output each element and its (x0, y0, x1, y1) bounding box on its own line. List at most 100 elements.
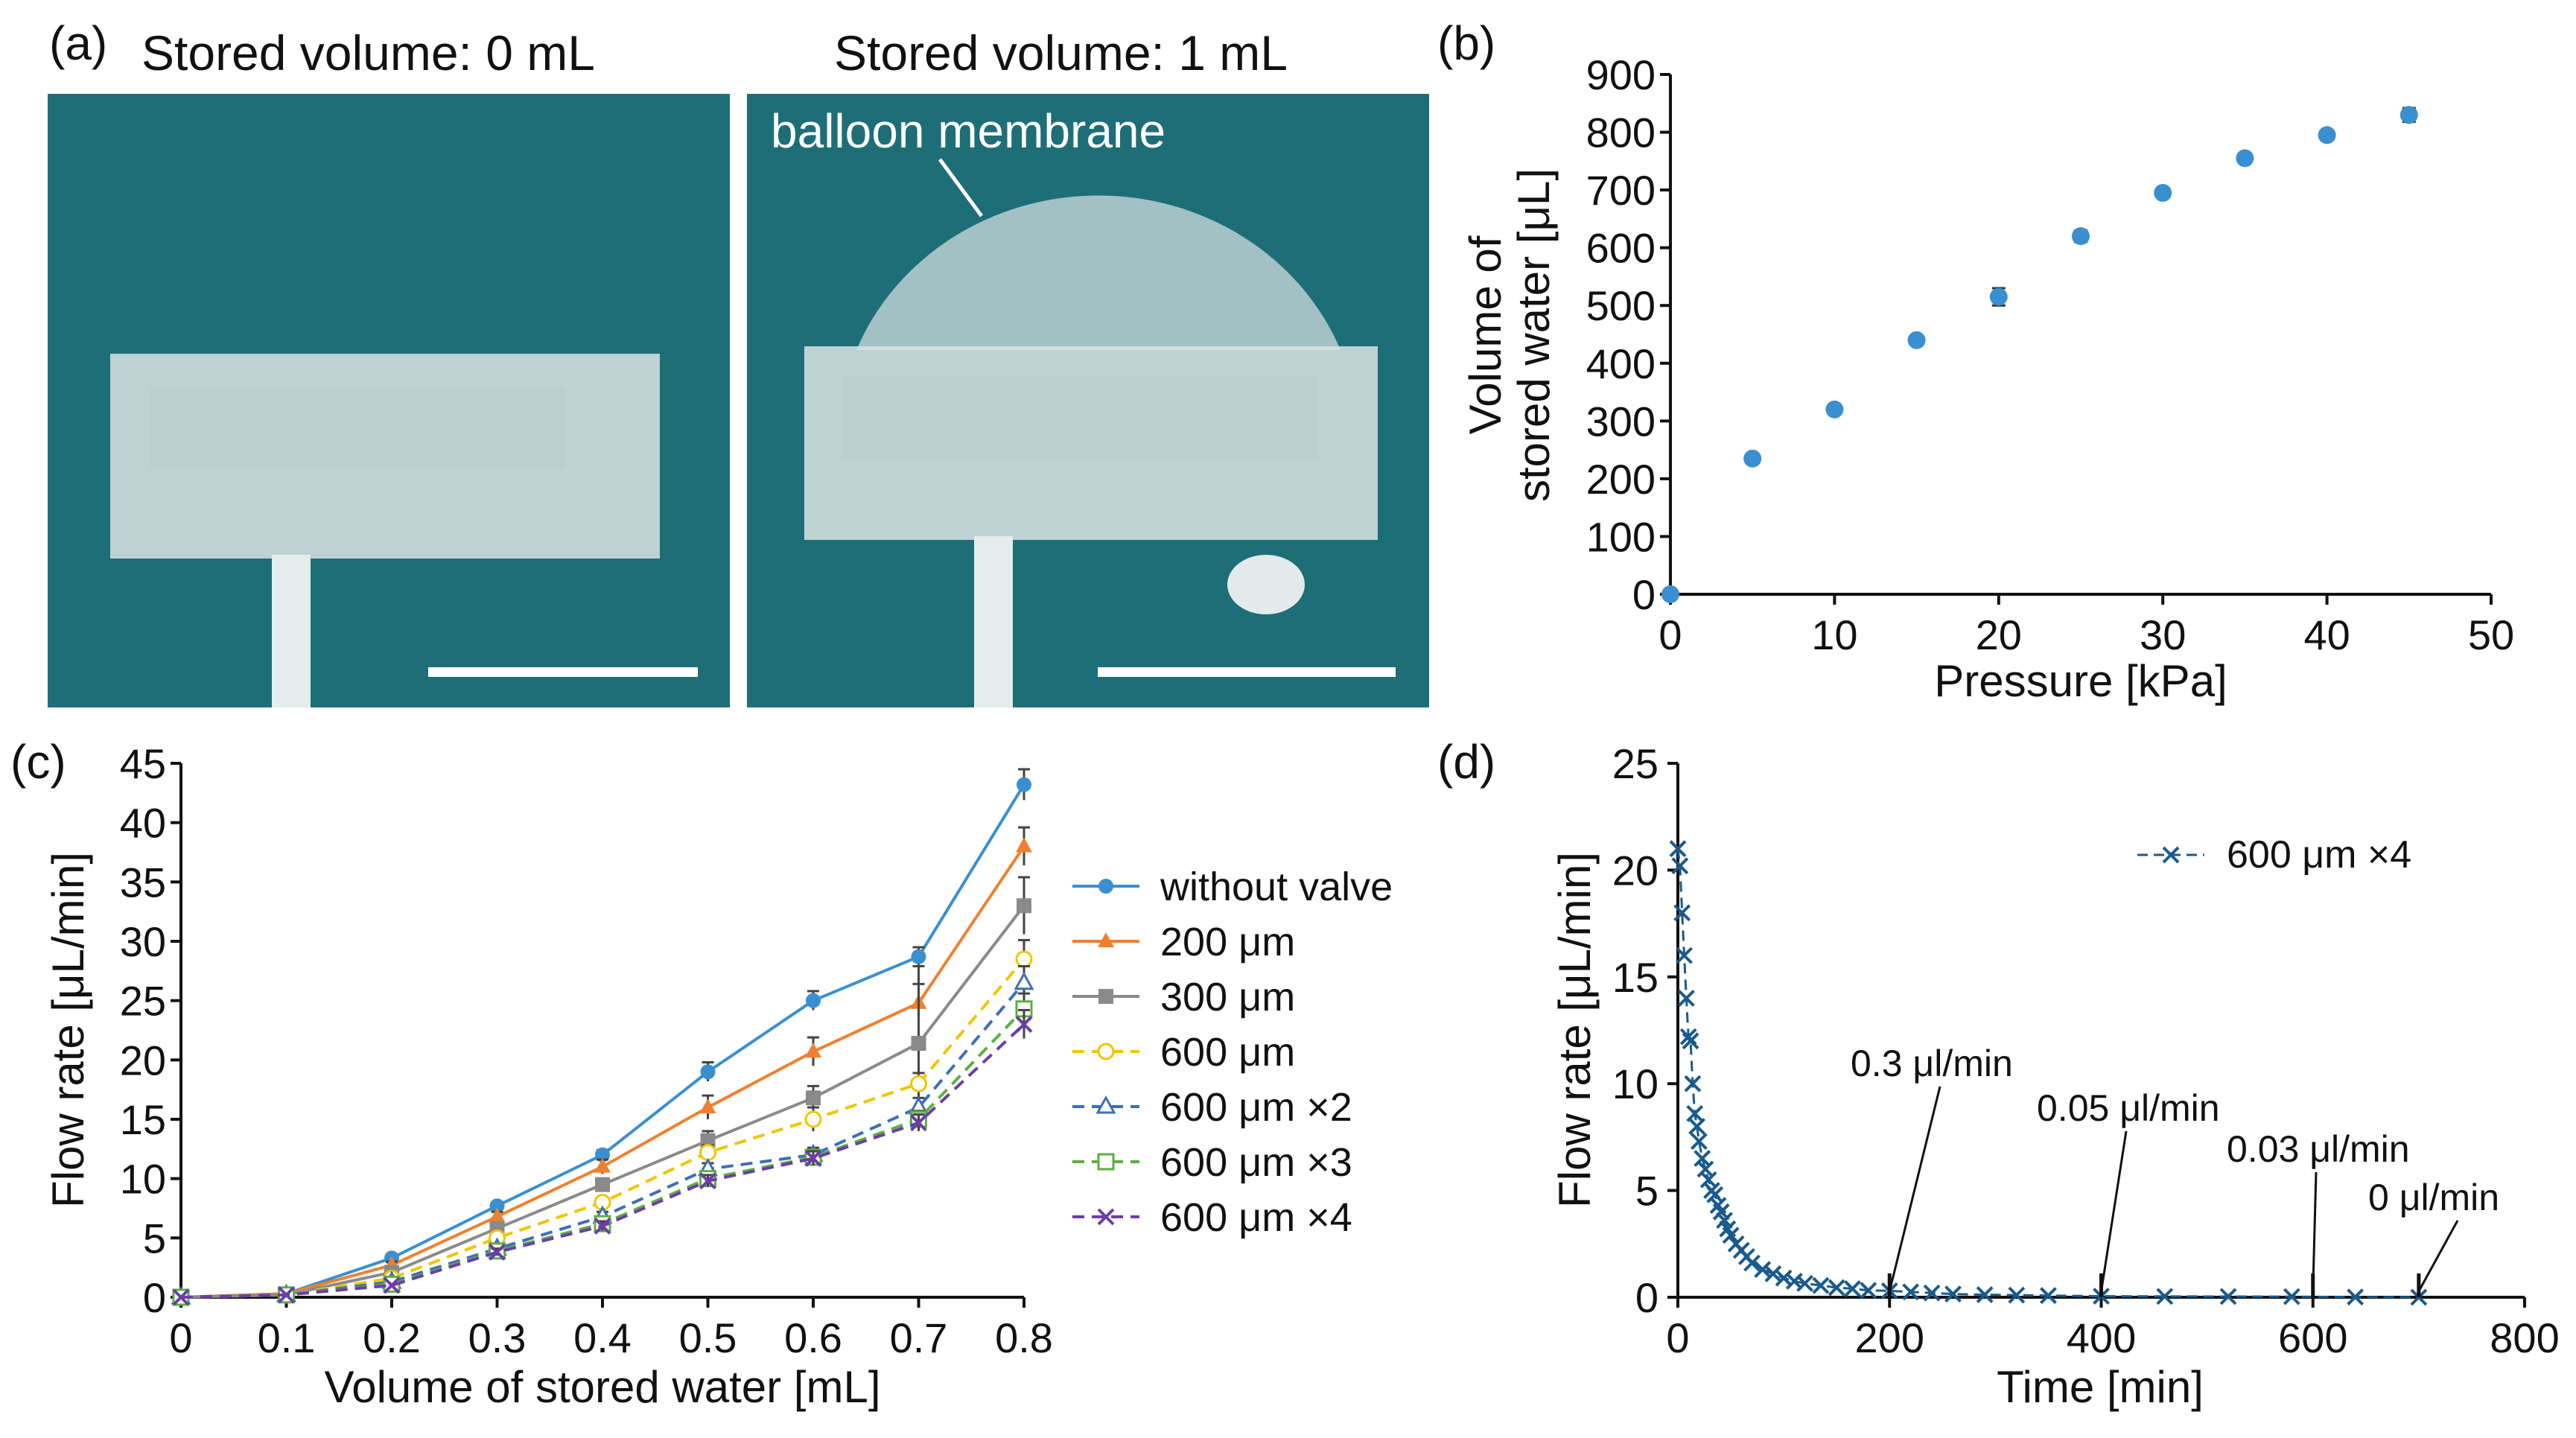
data-point (2154, 183, 2172, 202)
data-point (2219, 1288, 2237, 1305)
panel-d-y-tick-label: 0 (1635, 1274, 1659, 1321)
panel-b-x-tick-label: 20 (1976, 611, 2022, 658)
data-point (489, 1207, 506, 1223)
data-point (1989, 287, 2008, 306)
tube-left (272, 555, 311, 707)
data-point (1743, 449, 1762, 468)
series-line (180, 982, 1025, 1299)
data-point (1017, 777, 1031, 792)
legend-swatch-marker (1098, 989, 1113, 1004)
data-point (1976, 1286, 1994, 1303)
legend-swatch-marker (1095, 1095, 1116, 1114)
annotation-0-3: 0.3 μl/min (1851, 1043, 2013, 1297)
data-point (1696, 1160, 1714, 1178)
panel-d-y-tick-label: 5 (1635, 1168, 1659, 1215)
panel-b-y-axis-title-line1: Volume of (1460, 235, 1510, 434)
panel-a-left-title: Stored volume: 0 mL (141, 25, 595, 80)
legend-item-300um: 300 μm (1072, 975, 1295, 1019)
panel-d-x-tick-label: 800 (2490, 1314, 2559, 1361)
panel-d-y-tick-label: 15 (1612, 954, 1659, 1001)
data-point (1923, 1284, 1941, 1302)
panel-c-y-tick-label: 30 (120, 918, 166, 965)
data-point (806, 1090, 821, 1106)
data-point (1706, 1186, 1724, 1203)
device-empty-channel (149, 387, 566, 469)
data-point (2072, 227, 2090, 246)
data-point (594, 1157, 611, 1173)
legend-label: 200 μm (1160, 920, 1295, 964)
data-point (1014, 971, 1034, 990)
series-600um-x4 (172, 1008, 1033, 1306)
legend-label: 600 μm ×3 (1160, 1140, 1352, 1185)
data-point (911, 1036, 926, 1052)
legend-swatch-marker (1097, 1153, 1115, 1171)
legend-swatch-marker (1098, 879, 1113, 894)
data-point (1812, 1276, 1830, 1294)
data-point (1015, 1016, 1033, 1033)
data-point (1679, 1028, 1697, 1046)
scale-bar-right (1098, 667, 1396, 677)
panel-b-x-tick-label: 40 (2303, 611, 2350, 658)
panel-d: (d) 0 5 10 15 20 25 0 200 400 600 800 0.… (1437, 735, 2560, 1412)
panel-c-y-tick-label: 15 (120, 1096, 166, 1143)
panel-b-y-tick-label: 500 (1586, 282, 1656, 329)
panel-c-x-ticks: 0 0.1 0.2 0.3 0.4 0.5 0.6 0.7 0.8 (169, 1297, 1053, 1361)
photo-right: balloon membrane (747, 94, 1429, 707)
data-point (2400, 106, 2418, 124)
panel-b-y-tick-label: 600 (1586, 225, 1656, 272)
legend-swatch-marker (1097, 1043, 1115, 1060)
photo-left (48, 94, 730, 707)
data-point (1743, 1254, 1761, 1272)
data-point (1860, 1282, 1877, 1299)
data-point (911, 949, 926, 964)
series-600um (172, 938, 1033, 1306)
panel-b-y-axis-title-line2: stored water [μL] (1509, 168, 1559, 502)
data-point (278, 1286, 295, 1304)
panel-d-annotations: 0.3 μl/min 0.05 μl/min 0.03 μl/min 0 μl/… (1851, 1043, 2499, 1297)
panel-a-right-title: Stored volume: 1 mL (834, 25, 1288, 80)
panel-b-label: (b) (1437, 16, 1495, 70)
annotation-leader (2417, 1220, 2459, 1292)
panel-d-y-tick-label: 20 (1612, 847, 1659, 894)
series-200um (173, 826, 1032, 1303)
data-point (1828, 1279, 1845, 1297)
balloon-membrane (856, 195, 1341, 350)
panel-c-x-tick-label: 0.3 (468, 1314, 527, 1361)
panel-d-y-tick-label: 10 (1612, 1060, 1659, 1107)
data-point (1688, 1118, 1705, 1135)
data-point (1825, 400, 1844, 419)
panel-c-y-tick-label: 0 (143, 1274, 166, 1321)
data-point (383, 1276, 401, 1294)
panel-b-y-tick-label: 300 (1586, 398, 1656, 445)
panel-d-x-ticks: 0 200 400 600 800 (1666, 1297, 2560, 1361)
panel-c-y-ticks: 0 5 10 15 20 25 30 35 40 45 (120, 740, 181, 1321)
legend-label: without valve (1160, 865, 1393, 909)
data-point (804, 1110, 822, 1128)
scale-bar-left (428, 667, 698, 677)
panel-c-x-tick-label: 0.8 (995, 1314, 1053, 1361)
series-300um (174, 876, 1031, 1305)
panel-b-y-tick-label: 200 (1586, 456, 1656, 503)
panel-b-x-ticks: 0 10 20 30 40 50 (1659, 594, 2514, 658)
data-point (2156, 1288, 2174, 1305)
panel-c-label: (c) (10, 735, 66, 789)
data-point (1682, 1032, 1699, 1050)
series-line (1676, 848, 2419, 1299)
panel-d-x-tick-label: 0 (1666, 1314, 1689, 1361)
data-point (699, 1172, 716, 1190)
panel-b-y-tick-label: 800 (1586, 109, 1656, 156)
data-point (1016, 837, 1032, 853)
data-point (804, 1150, 822, 1167)
legend-item-600um: 600 μm (1072, 1030, 1295, 1075)
annotation-0: 0 μl/min (2368, 1177, 2499, 1297)
data-point (489, 1244, 506, 1261)
panel-b-x-tick-label: 0 (1659, 611, 1682, 658)
panel-b: (b) 0 100 200 300 400 500 600 700 800 90… (1437, 16, 2514, 706)
panel-d-y-ticks: 0 5 10 15 20 25 (1612, 740, 1678, 1321)
panel-d-label: (d) (1437, 735, 1495, 789)
panel-b-x-tick-label: 30 (2140, 611, 2186, 658)
annotation-0-03: 0.03 μl/min (2227, 1128, 2410, 1297)
data-point (1902, 1283, 1920, 1301)
panel-b-y-tick-label: 900 (1586, 51, 1656, 98)
